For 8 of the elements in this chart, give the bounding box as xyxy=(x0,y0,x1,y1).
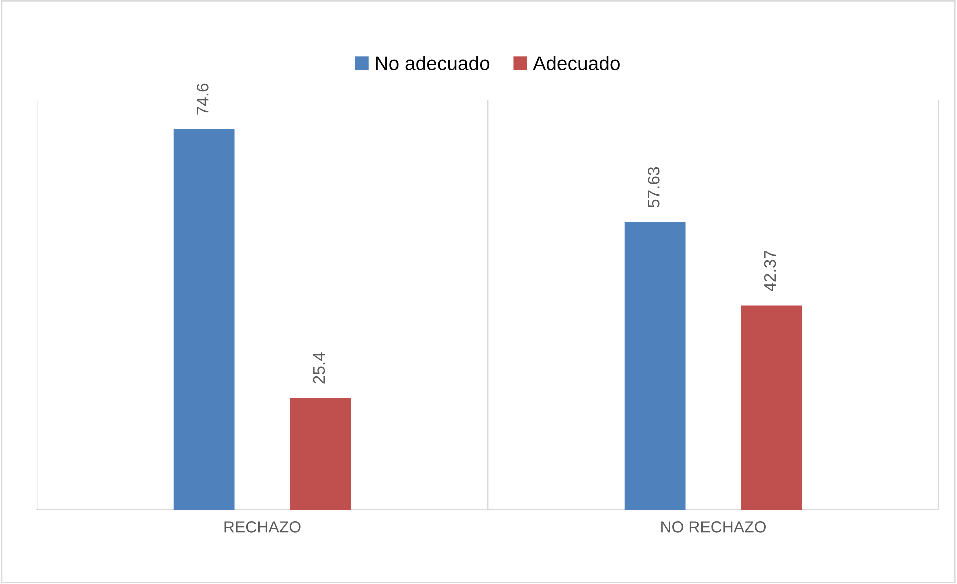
data-label: 57.63 xyxy=(648,167,660,208)
x-tick-label: RECHAZO xyxy=(224,522,301,533)
legend-label: Adecuado xyxy=(533,56,620,70)
data-label: 42.37 xyxy=(764,250,776,292)
x-tick-label: NO RECHAZO xyxy=(662,522,766,533)
data-label: 74.6 xyxy=(196,84,209,115)
data-label: 25.4 xyxy=(313,352,326,384)
legend-label: No adecuado xyxy=(376,56,490,70)
